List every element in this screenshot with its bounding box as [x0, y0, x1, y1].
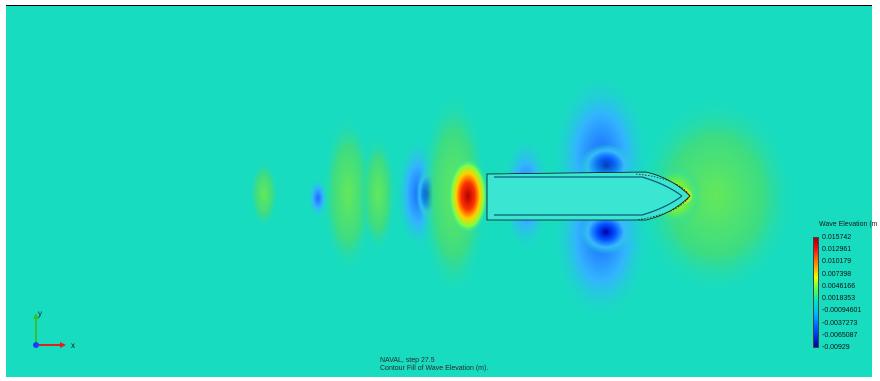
- axis-label-x: x: [71, 341, 75, 350]
- legend-tick-label: 0.0018353: [822, 295, 856, 303]
- wake-crest: [250, 160, 278, 228]
- legend-title: Wave Elevation (m: [819, 221, 878, 228]
- hull-deck-line: [494, 176, 683, 197]
- legend-tick-label: 0.0046166: [822, 282, 856, 290]
- caption: NAVAL, step 27.5 Contour Fill of Wave El…: [380, 357, 488, 373]
- legend-tick-label: 0.012961: [822, 246, 852, 254]
- axes-icon: [33, 313, 66, 348]
- legend-tick-label: -0.00929: [822, 344, 850, 351]
- ship-hull[interactable]: [486, 171, 691, 221]
- legend-tick-label: -0.0037273: [822, 319, 858, 327]
- wave-elevation-contour[interactable]: [6, 6, 872, 377]
- trough-starboard-core: [580, 210, 632, 254]
- caption-step: NAVAL, step 27.5: [380, 357, 435, 364]
- axis-label-y: y: [38, 309, 42, 318]
- legend-tick-label: 0.007398: [822, 270, 852, 278]
- hull-outline: [635, 173, 691, 221]
- orientation-triad: y x: [28, 305, 88, 365]
- wake-crest: [322, 114, 374, 274]
- legend-tick-label: -0.0065087: [822, 331, 858, 339]
- stern-peak: [448, 158, 488, 234]
- wake-crest: [360, 134, 396, 254]
- legend-tick-label: 0.015742: [822, 234, 852, 241]
- caption-field: Contour Fill of Wave Elevation (m).: [380, 365, 489, 372]
- legend-colorbar: [813, 237, 819, 348]
- hull-deck-line: [494, 195, 683, 216]
- legend-tick-label: -0.00094601: [822, 307, 862, 315]
- bow-wave: [636, 96, 796, 296]
- plot-frame: [6, 5, 872, 377]
- legend-tick-label: 0.010179: [822, 258, 852, 266]
